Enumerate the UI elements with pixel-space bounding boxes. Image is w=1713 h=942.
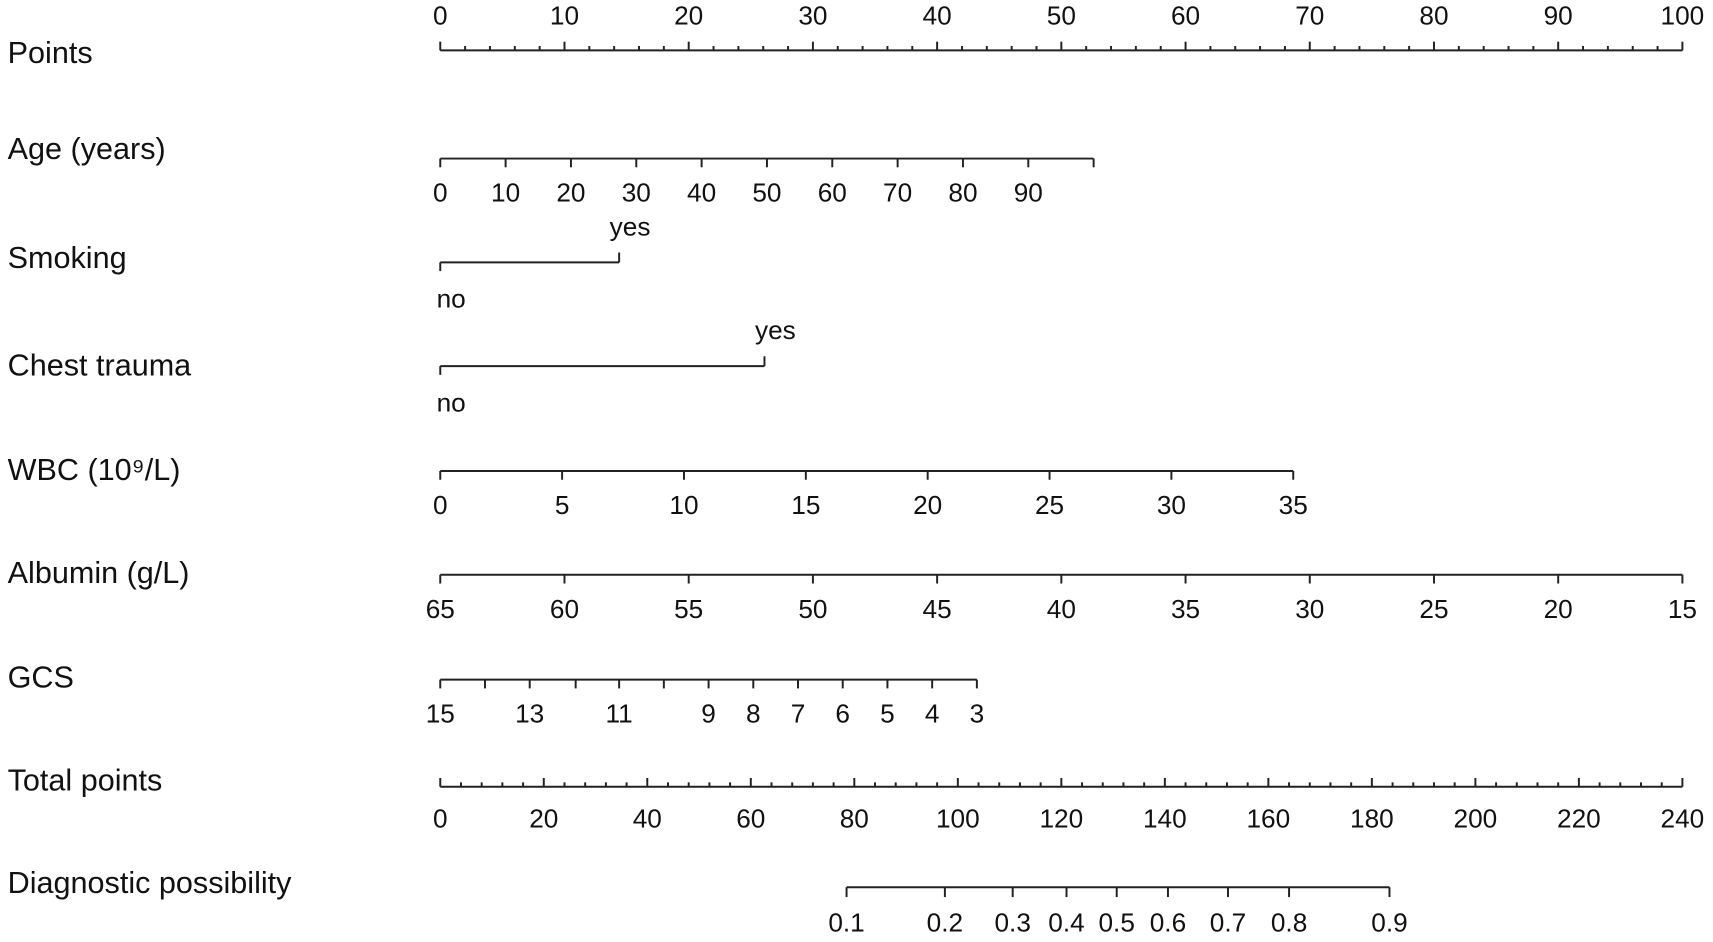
tick-label: 90 xyxy=(1544,1,1573,31)
tick-label: 55 xyxy=(674,594,703,624)
row-label: WBC (10⁹/L) xyxy=(8,453,181,487)
tick-label: 70 xyxy=(1295,1,1324,31)
tick-label: yes xyxy=(610,211,651,241)
tick-label: 3 xyxy=(970,699,985,729)
tick-label: 0.6 xyxy=(1150,907,1186,937)
tick-label: 100 xyxy=(936,804,980,834)
tick-label: 0 xyxy=(433,804,448,834)
tick-label: 13 xyxy=(515,699,544,729)
tick-label: 20 xyxy=(556,178,585,208)
tick-label: 0.1 xyxy=(828,907,864,937)
tick-label: 35 xyxy=(1279,490,1308,520)
tick-label: 60 xyxy=(818,178,847,208)
tick-label: 0.2 xyxy=(927,907,963,937)
tick-label: 90 xyxy=(1014,178,1043,208)
tick-label: 10 xyxy=(491,178,520,208)
tick-label: 0.4 xyxy=(1048,907,1084,937)
tick-label: 0 xyxy=(433,178,448,208)
tick-label: 40 xyxy=(633,804,662,834)
tick-label: 80 xyxy=(1419,1,1448,31)
tick-label: 40 xyxy=(1047,594,1076,624)
tick-label: 50 xyxy=(798,594,827,624)
tick-label: 40 xyxy=(687,178,716,208)
tick-label: 10 xyxy=(669,490,698,520)
tick-label: 15 xyxy=(426,699,455,729)
row-label: Diagnostic possibility xyxy=(8,866,293,900)
tick-label: 0.5 xyxy=(1098,907,1134,937)
tick-label: 200 xyxy=(1454,804,1498,834)
tick-label: no xyxy=(437,387,466,417)
row-label: Smoking xyxy=(8,241,127,275)
tick-label: 11 xyxy=(606,699,633,729)
tick-label: 60 xyxy=(736,804,765,834)
tick-label: 65 xyxy=(426,594,455,624)
tick-label: 40 xyxy=(923,1,952,31)
tick-label: 0.3 xyxy=(994,907,1030,937)
tick-label: 100 xyxy=(1661,1,1705,31)
tick-label: 35 xyxy=(1171,594,1200,624)
tick-label: 60 xyxy=(550,594,579,624)
tick-label: 70 xyxy=(883,178,912,208)
row-label: Total points xyxy=(8,763,163,797)
tick-label: 20 xyxy=(913,490,942,520)
tick-label: 9 xyxy=(701,699,716,729)
tick-label: 15 xyxy=(791,490,820,520)
tick-label: 8 xyxy=(746,699,761,729)
tick-label: 6 xyxy=(835,699,850,729)
tick-label: 15 xyxy=(1668,594,1697,624)
tick-label: 0.7 xyxy=(1210,907,1246,937)
tick-label: 7 xyxy=(791,699,806,729)
tick-label: 25 xyxy=(1035,490,1064,520)
tick-label: 5 xyxy=(555,490,570,520)
tick-label: 240 xyxy=(1661,804,1705,834)
tick-label: 120 xyxy=(1039,804,1083,834)
tick-label: 5 xyxy=(880,699,895,729)
row-label: Points xyxy=(8,36,93,70)
tick-label: 45 xyxy=(923,594,952,624)
tick-label: 25 xyxy=(1419,594,1448,624)
tick-label: yes xyxy=(755,315,796,345)
tick-label: 20 xyxy=(674,1,703,31)
tick-label: 30 xyxy=(1157,490,1186,520)
tick-label: 80 xyxy=(948,178,977,208)
row-label: Albumin (g/L) xyxy=(8,556,190,590)
row-label: Age (years) xyxy=(8,132,166,166)
tick-label: 4 xyxy=(925,699,940,729)
tick-label: 80 xyxy=(840,804,869,834)
tick-label: 60 xyxy=(1171,1,1200,31)
tick-label: 0 xyxy=(433,1,448,31)
tick-label: 20 xyxy=(1544,594,1573,624)
row-label: GCS xyxy=(8,661,74,695)
tick-label: 0 xyxy=(433,490,448,520)
tick-label: 30 xyxy=(1295,594,1324,624)
tick-label: 0.9 xyxy=(1371,907,1407,937)
tick-label: 50 xyxy=(1047,1,1076,31)
tick-label: 140 xyxy=(1143,804,1187,834)
row-label: Chest trauma xyxy=(8,348,192,382)
tick-label: no xyxy=(437,283,466,313)
tick-label: 160 xyxy=(1246,804,1290,834)
tick-label: 30 xyxy=(798,1,827,31)
tick-label: 0.8 xyxy=(1271,907,1307,937)
tick-label: 180 xyxy=(1350,804,1394,834)
tick-label: 20 xyxy=(529,804,558,834)
tick-label: 220 xyxy=(1557,804,1601,834)
tick-label: 10 xyxy=(550,1,579,31)
tick-label: 50 xyxy=(752,178,781,208)
tick-label: 30 xyxy=(622,178,651,208)
